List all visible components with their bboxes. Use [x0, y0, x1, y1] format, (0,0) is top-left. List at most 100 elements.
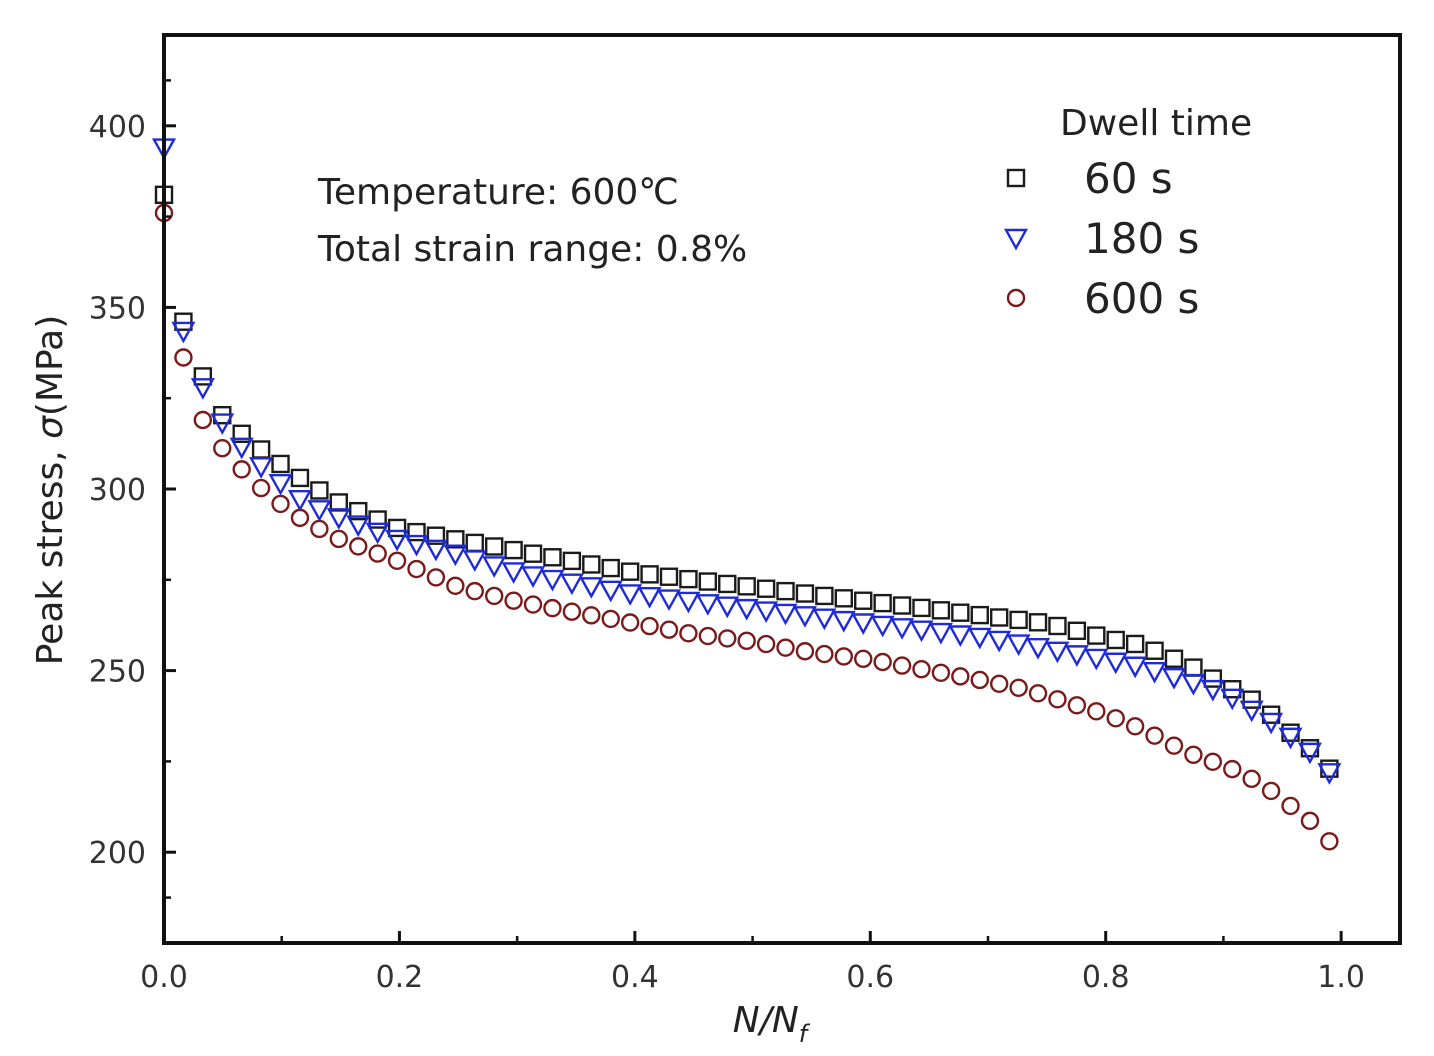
data-point [834, 647, 853, 666]
data-point [679, 624, 698, 643]
data-point [404, 534, 429, 557]
legend-entry: 180 s [1003, 214, 1199, 263]
data-point [562, 602, 582, 621]
data-point [443, 544, 468, 567]
data-point [912, 659, 931, 679]
data-point [504, 540, 523, 560]
data-point [1009, 610, 1028, 630]
data-point [310, 481, 329, 500]
data-point [1125, 717, 1145, 736]
data-point [695, 594, 720, 616]
data-point [656, 589, 682, 612]
data-point [870, 615, 895, 638]
legend-marker [1006, 288, 1026, 308]
data-point [385, 529, 410, 552]
data-point [679, 569, 698, 589]
data-point [1145, 726, 1164, 745]
data-point [484, 537, 504, 556]
data-point [1087, 702, 1106, 721]
data-point [928, 622, 953, 645]
data-point [1084, 648, 1109, 671]
data-point [290, 468, 310, 488]
data-point [951, 603, 970, 622]
data-point [290, 508, 310, 528]
data-point [579, 577, 604, 599]
data-point [795, 584, 815, 603]
data-point [423, 539, 448, 562]
data-point [851, 613, 876, 635]
data-point [307, 500, 332, 522]
data-point [1067, 696, 1087, 715]
data-point [1161, 667, 1187, 690]
data-point [967, 627, 992, 650]
data-point [601, 558, 620, 578]
data-point [892, 596, 912, 615]
data-point [676, 591, 701, 614]
data-point [1145, 641, 1164, 660]
y-axis-title-prefix: Peak stress, [30, 439, 71, 665]
data-point [620, 562, 640, 581]
data-point [268, 473, 293, 496]
data-point [970, 605, 989, 625]
data-point [559, 573, 584, 596]
data-point [171, 321, 196, 344]
data-point [912, 598, 931, 618]
data-point [543, 548, 562, 567]
series-180-s [151, 138, 1342, 785]
legend-title: Dwell time [1060, 103, 1252, 144]
series-60-s [154, 185, 1339, 778]
x-axis-title: N/Nf [733, 1000, 811, 1048]
data-point [407, 522, 426, 542]
data-point [1242, 769, 1261, 789]
data-point [1048, 690, 1067, 709]
data-point [892, 656, 912, 675]
legend-entry: 60 s [1006, 154, 1173, 203]
data-point [637, 586, 662, 609]
y-tick-label: 400 [89, 110, 146, 145]
data-point [232, 460, 251, 479]
data-point [251, 478, 271, 498]
data-point [174, 348, 193, 367]
y-axis-title-symbol: σ [30, 415, 71, 439]
data-point [504, 591, 523, 610]
data-point [1142, 661, 1167, 684]
data-point [582, 606, 601, 625]
data-point [795, 642, 815, 661]
data-point [831, 610, 856, 633]
data-point [948, 625, 973, 647]
data-point [1317, 763, 1342, 785]
data-point [640, 616, 659, 636]
x-tick-label: 0.0 [140, 960, 188, 995]
data-point [1106, 709, 1125, 728]
data-point [1064, 645, 1089, 667]
data-point [618, 584, 643, 606]
axis-ticks: 0.0 0.2 0.4 0.6 0.8 1.0 200 250 300 350 400 [89, 79, 1365, 995]
data-point [1048, 616, 1067, 636]
data-point [540, 569, 565, 592]
legend-label: 180 s [1084, 214, 1199, 263]
data-point [1087, 626, 1106, 645]
data-point [620, 613, 640, 632]
data-point [1259, 712, 1284, 735]
data-point [349, 537, 368, 556]
x-axis-title-main: N/N [733, 1000, 799, 1041]
data-point [543, 598, 562, 618]
data-point [756, 579, 776, 598]
data-point [815, 644, 834, 664]
x-axis-title-subscript: f [799, 1020, 811, 1048]
data-point [520, 566, 546, 588]
data-point [1223, 759, 1242, 779]
data-point [562, 551, 582, 571]
data-point [1203, 669, 1223, 688]
data-point [1200, 679, 1225, 702]
data-point [854, 649, 873, 669]
legend-entry: 600 s [1006, 274, 1199, 323]
data-point [873, 593, 892, 613]
data-point [271, 454, 290, 474]
data-point [718, 574, 737, 594]
data-point [251, 440, 271, 459]
data-point [1028, 613, 1048, 632]
data-point [271, 494, 290, 514]
data-point [465, 533, 484, 553]
data-point [812, 608, 837, 631]
